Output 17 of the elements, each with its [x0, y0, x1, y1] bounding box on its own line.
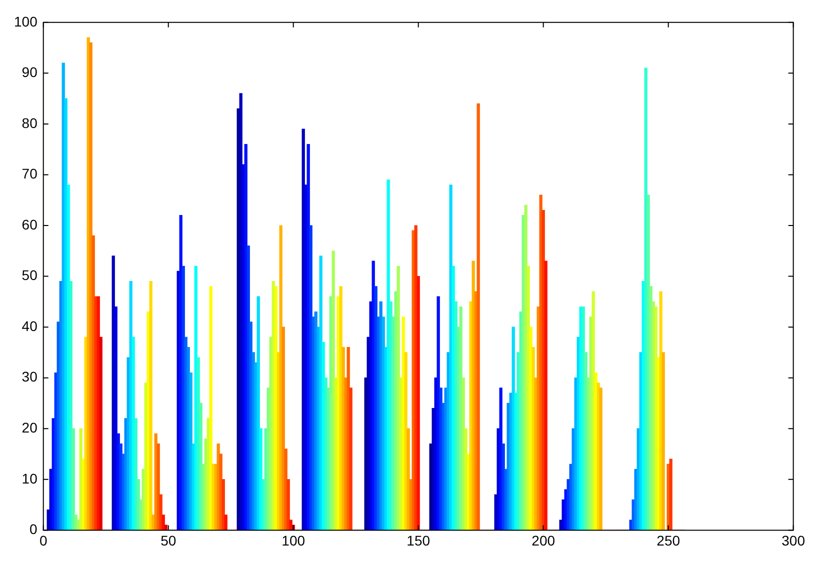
y-tick-label: 60: [22, 216, 38, 232]
x-tick-label: 300: [782, 532, 806, 548]
x-tick-label: 100: [282, 532, 306, 548]
y-tick-label: 50: [22, 267, 38, 284]
y-tick-label: 80: [22, 114, 38, 131]
y-tick-label: 90: [22, 64, 38, 80]
y-tick-label: 30: [22, 368, 38, 385]
y-tick-label: 70: [22, 166, 38, 182]
x-tick-label: 150: [406, 532, 430, 548]
y-tick-label: 20: [22, 420, 38, 436]
x-tick-label: 50: [160, 532, 176, 548]
y-tick-label: 0: [30, 521, 38, 538]
x-tick-label: 250: [656, 532, 680, 548]
x-tick-label: 200: [532, 532, 556, 548]
y-tick-label: 10: [22, 470, 38, 486]
y-tick-label: 40: [22, 318, 38, 334]
y-tick-label: 100: [14, 13, 38, 30]
